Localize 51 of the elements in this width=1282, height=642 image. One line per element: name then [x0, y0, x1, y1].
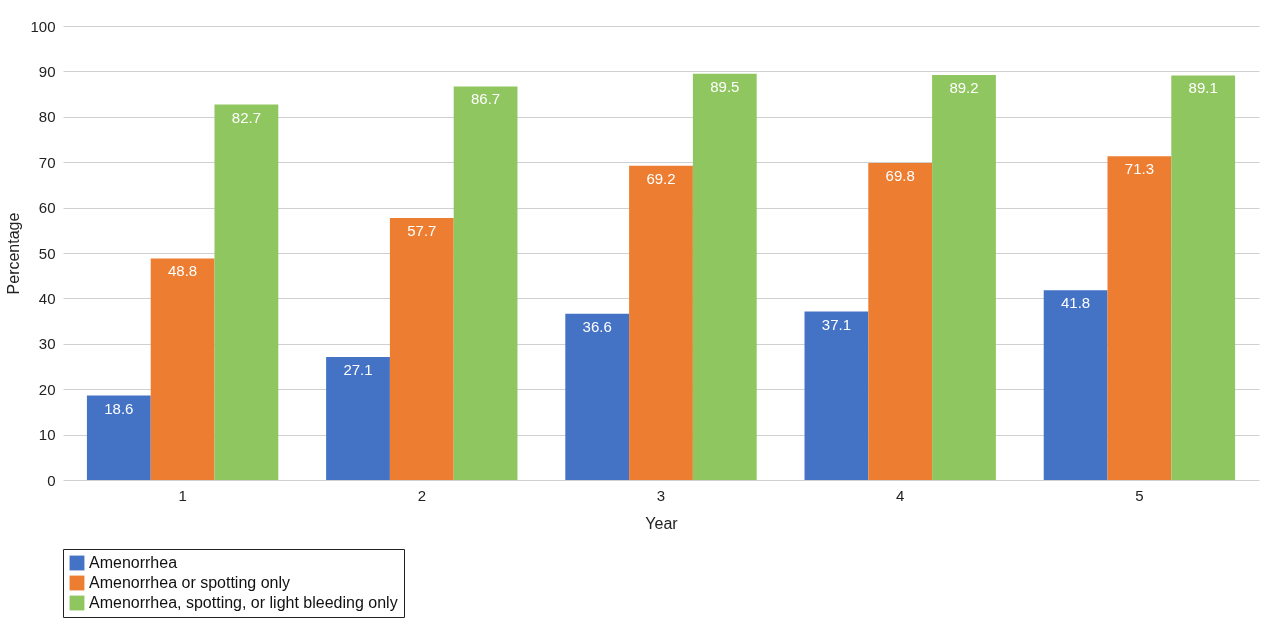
bar [1107, 156, 1172, 480]
y-tick-label: 30 [38, 335, 56, 353]
data-label: 71.3 [1124, 160, 1154, 178]
data-label: 48.8 [168, 262, 198, 280]
y-axis-title: Percentage [5, 212, 23, 295]
bar [214, 104, 279, 480]
x-tick-label: 4 [896, 486, 905, 504]
y-tick-label: 0 [47, 471, 56, 489]
bar [692, 73, 757, 480]
data-label: 89.5 [710, 77, 740, 95]
y-tick-label: 80 [38, 108, 56, 126]
bar [932, 75, 996, 480]
x-tick-label: 1 [178, 486, 187, 504]
y-tick-label: 10 [38, 426, 56, 444]
bar [389, 218, 454, 480]
bar [453, 86, 518, 480]
y-tick-label: 50 [38, 244, 56, 262]
data-label: 18.6 [104, 399, 134, 417]
bar [1043, 290, 1108, 480]
data-label: 69.8 [885, 167, 915, 185]
x-tick-label: 3 [656, 486, 666, 504]
x-tick-label: 2 [417, 486, 426, 504]
y-tick-label: 90 [38, 62, 56, 80]
bar [150, 258, 215, 480]
data-label: 89.2 [949, 79, 979, 97]
y-tick-label: 70 [38, 153, 56, 171]
bar [565, 313, 630, 480]
y-tick-label: 100 [30, 17, 56, 35]
bar [629, 165, 693, 480]
y-tick-label: 40 [38, 289, 56, 307]
legend-label: Amenorrhea or spotting only [89, 574, 290, 591]
bar [804, 311, 869, 480]
y-tick-label: 20 [38, 380, 56, 398]
bar [326, 356, 390, 480]
bar [86, 395, 151, 480]
data-label: 86.7 [470, 90, 501, 108]
data-label: 27.1 [343, 360, 373, 378]
x-axis-title: Year [645, 514, 679, 532]
y-tick-label: 60 [38, 199, 56, 217]
data-label: 82.7 [231, 108, 261, 126]
data-label: 69.2 [646, 169, 676, 187]
x-tick-label: 5 [1135, 486, 1144, 504]
legend-label: Amenorrhea [89, 554, 178, 571]
data-label: 36.6 [582, 317, 612, 335]
legend-label: Amenorrhea, spotting, or light bleeding only [89, 594, 398, 611]
data-label: 57.7 [407, 222, 437, 240]
data-label: 89.1 [1188, 79, 1218, 97]
bar [1171, 75, 1236, 480]
bar [868, 163, 933, 480]
data-label: 41.8 [1061, 294, 1091, 312]
data-label: 37.1 [821, 315, 852, 333]
